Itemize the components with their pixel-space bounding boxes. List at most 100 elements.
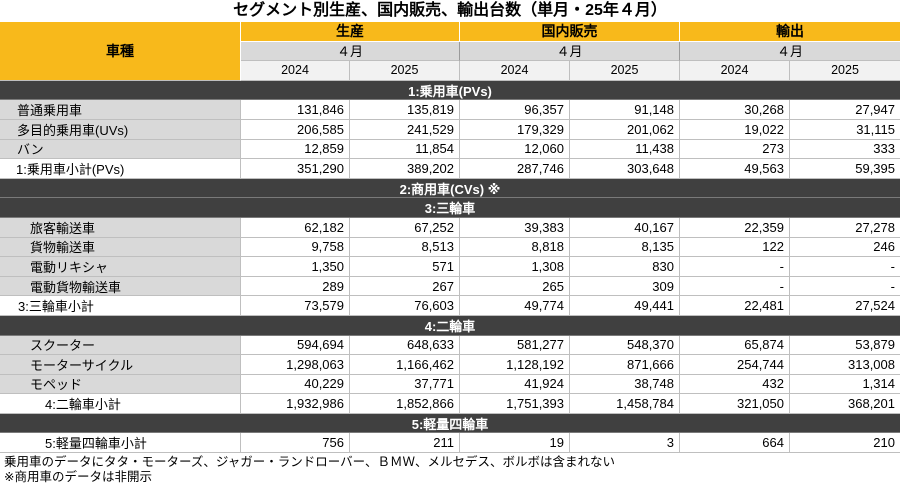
value-domestic-sales-2024: 265 — [460, 276, 570, 297]
row-label: 電動リキシャ — [0, 257, 241, 277]
value-production-2024: 756 — [241, 433, 350, 454]
footnote-commercial: ※商用車のデータは非開示 — [4, 470, 152, 484]
row-label: 旅客輸送車 — [0, 217, 241, 238]
value-exports-2025: 27,278 — [790, 217, 900, 238]
header-vehicle-type: 車種 — [0, 22, 241, 81]
value-domestic-sales-2025: 11,438 — [570, 139, 680, 160]
section-row: 5:軽量四輪車 — [0, 413, 900, 434]
value-production-2025: 8,513 — [350, 237, 460, 258]
value-production-2025: 267 — [350, 276, 460, 297]
value-domestic-sales-2024: 179,329 — [460, 119, 570, 140]
value-production-2024: 289 — [241, 276, 350, 297]
value-domestic-sales-2024: 8,818 — [460, 237, 570, 258]
footnotes: 乗用車のデータにタタ・モーターズ、ジャガー・ランドローバー、ＢＭＷ、メルセデス、… — [4, 455, 896, 485]
value-exports-2024: - — [680, 257, 790, 277]
data-table: 車種 生産 国内販売 輸出 ４月 ４月 ４月 2024 2025 2024 20… — [0, 22, 900, 454]
subtotal-label: 1:乗用車小計(PVs) — [0, 159, 241, 179]
subtotal-label: 4:二輪車小計 — [0, 394, 241, 414]
value-production-2025: 67,252 — [350, 217, 460, 238]
row-label: モーターサイクル — [0, 355, 241, 375]
value-exports-2024: 664 — [680, 433, 790, 454]
value-production-2024: 62,182 — [241, 217, 350, 238]
value-domestic-sales-2025: 830 — [570, 257, 680, 277]
header-domestic-sales-2025: 2025 — [570, 61, 680, 81]
row-label: モペッド — [0, 374, 241, 395]
header-exports-2024: 2024 — [680, 61, 790, 81]
value-domestic-sales-2024: 39,383 — [460, 217, 570, 238]
header-exports-2025: 2025 — [790, 61, 900, 81]
section-row: 2:商用車(CVs) ※ — [0, 178, 900, 199]
header-exports-month: ４月 — [680, 41, 900, 62]
subtotal-label: 3:三輪車小計 — [0, 296, 241, 316]
header-exports: 輸出 — [680, 22, 900, 42]
value-production-2024: 1,932,986 — [241, 394, 350, 414]
value-exports-2025: 313,008 — [790, 355, 900, 375]
value-domestic-sales-2025: 38,748 — [570, 374, 680, 395]
value-exports-2024: 22,481 — [680, 296, 790, 316]
value-production-2025: 76,603 — [350, 296, 460, 316]
value-domestic-sales-2025: 8,135 — [570, 237, 680, 258]
value-exports-2024: 22,359 — [680, 217, 790, 238]
value-domestic-sales-2025: 40,167 — [570, 217, 680, 238]
value-exports-2025: - — [790, 276, 900, 297]
value-production-2025: 571 — [350, 257, 460, 277]
value-exports-2025: 31,115 — [790, 119, 900, 140]
value-exports-2025: 210 — [790, 433, 900, 454]
value-domestic-sales-2024: 96,357 — [460, 100, 570, 120]
value-domestic-sales-2024: 287,746 — [460, 159, 570, 179]
value-exports-2025: 27,947 — [790, 100, 900, 120]
value-exports-2025: 246 — [790, 237, 900, 258]
value-domestic-sales-2025: 3 — [570, 433, 680, 454]
row-label: 貨物輸送車 — [0, 237, 241, 258]
row-label: 電動貨物輸送車 — [0, 276, 241, 297]
value-production-2025: 1,166,462 — [350, 355, 460, 375]
value-domestic-sales-2024: 12,060 — [460, 139, 570, 160]
value-production-2024: 9,758 — [241, 237, 350, 258]
value-exports-2025: 1,314 — [790, 374, 900, 395]
value-domestic-sales-2024: 41,924 — [460, 374, 570, 395]
value-production-2025: 211 — [350, 433, 460, 454]
value-production-2024: 40,229 — [241, 374, 350, 395]
value-domestic-sales-2024: 1,751,393 — [460, 394, 570, 414]
header-domestic-sales-month: ４月 — [460, 41, 680, 62]
header-domestic-sales: 国内販売 — [460, 22, 680, 42]
value-domestic-sales-2024: 1,128,192 — [460, 355, 570, 375]
row-label: 多目的乗用車(UVs) — [0, 119, 241, 140]
value-domestic-sales-2025: 91,148 — [570, 100, 680, 120]
value-domestic-sales-2025: 303,648 — [570, 159, 680, 179]
value-domestic-sales-2025: 871,666 — [570, 355, 680, 375]
value-domestic-sales-2025: 309 — [570, 276, 680, 297]
value-exports-2025: 59,395 — [790, 159, 900, 179]
value-production-2025: 241,529 — [350, 119, 460, 140]
value-production-2024: 131,846 — [241, 100, 350, 120]
value-production-2025: 11,854 — [350, 139, 460, 160]
section-row: 4:二輪車 — [0, 315, 900, 336]
header-domestic-sales-2024: 2024 — [460, 61, 570, 81]
value-production-2025: 1,852,866 — [350, 394, 460, 414]
value-production-2024: 12,859 — [241, 139, 350, 160]
value-production-2024: 1,350 — [241, 257, 350, 277]
value-production-2024: 1,298,063 — [241, 355, 350, 375]
value-exports-2025: 53,879 — [790, 335, 900, 356]
value-domestic-sales-2025: 548,370 — [570, 335, 680, 356]
value-exports-2025: 368,201 — [790, 394, 900, 414]
value-exports-2024: 432 — [680, 374, 790, 395]
header-production-month: ４月 — [241, 41, 460, 62]
value-exports-2025: 27,524 — [790, 296, 900, 316]
value-production-2024: 206,585 — [241, 119, 350, 140]
value-domestic-sales-2025: 201,062 — [570, 119, 680, 140]
value-exports-2024: 321,050 — [680, 394, 790, 414]
value-production-2025: 389,202 — [350, 159, 460, 179]
value-domestic-sales-2024: 581,277 — [460, 335, 570, 356]
table-title: セグメント別生産、国内販売、輸出台数（単月・25年４月） — [233, 2, 667, 19]
value-exports-2025: 333 — [790, 139, 900, 160]
section-row: 1:乗用車(PVs) — [0, 80, 900, 101]
value-domestic-sales-2025: 49,441 — [570, 296, 680, 316]
value-exports-2024: 273 — [680, 139, 790, 160]
value-exports-2024: 65,874 — [680, 335, 790, 356]
value-exports-2024: 254,744 — [680, 355, 790, 375]
subtotal-label: 5:軽量四輪車小計 — [0, 433, 241, 454]
value-production-2025: 37,771 — [350, 374, 460, 395]
value-exports-2024: 122 — [680, 237, 790, 258]
row-label: スクーター — [0, 335, 241, 356]
